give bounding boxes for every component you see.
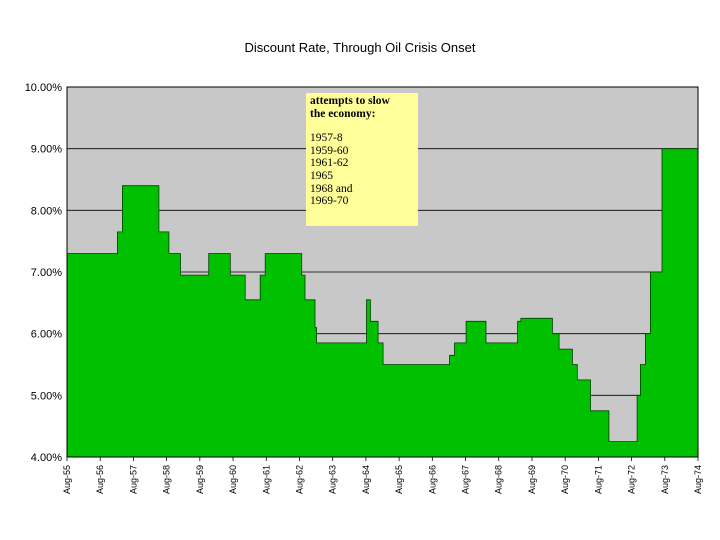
annotation-box: attempts to slow the economy: 1957-8 195… [306, 93, 418, 226]
annotation-period: 1957-8 [310, 132, 343, 145]
annotation-periods: 1957-8 1959-60 1961-62 1965 1968 and 196… [310, 132, 414, 208]
x-tick-label: Aug-71 [593, 465, 603, 494]
annotation-heading-line-2: the economy: [310, 107, 376, 120]
annotation-period: 1959-60 [310, 144, 349, 157]
x-tick-label: Aug-72 [627, 465, 637, 494]
y-tick-label: 10.00% [25, 82, 63, 94]
y-axis: 4.00% 5.00% 6.00% 7.00% 8.00% 9.00% 10.00% [25, 82, 63, 464]
x-tick-label: Aug-70 [560, 465, 570, 494]
x-tick-label: Aug-58 [162, 465, 172, 494]
discount-rate-area [66, 148, 699, 458]
annotation-period: 1961-62 [310, 157, 349, 170]
x-tick-label: Aug-65 [394, 465, 404, 494]
x-tick-label: Aug-61 [261, 465, 271, 494]
annotation-period: 1969-70 [310, 195, 349, 208]
x-tick-label: Aug-66 [427, 465, 437, 494]
annotation-heading-line-1: attempts to slow [310, 95, 390, 107]
x-tick-label: Aug-63 [328, 465, 338, 494]
x-tick-label: Aug-74 [693, 465, 703, 494]
chart-title: Discount Rate, Through Oil Crisis Onset [245, 40, 476, 55]
x-tick-label: Aug-64 [361, 465, 371, 494]
x-axis: Aug-55 Aug-56 Aug-57 Aug-58 Aug-59 Aug-60 Aug-… [62, 457, 703, 494]
x-tick-label: Aug-60 [228, 465, 238, 494]
y-tick-label: 7.00% [31, 267, 62, 279]
x-tick-label: Aug-73 [660, 465, 670, 494]
x-tick-label: Aug-55 [62, 465, 72, 494]
y-tick-label: 8.00% [31, 205, 62, 217]
y-tick-label: 9.00% [31, 144, 62, 156]
y-tick-label: 6.00% [31, 329, 62, 341]
annotation-period: 1965 [310, 169, 333, 182]
x-tick-label: Aug-57 [128, 465, 138, 494]
y-tick-label: 4.00% [31, 452, 62, 464]
x-tick-label: Aug-68 [494, 465, 504, 494]
x-tick-label: Aug-59 [195, 465, 205, 494]
y-tick-label: 5.00% [31, 390, 62, 402]
x-tick-label: Aug-62 [294, 465, 304, 494]
x-tick-label: Aug-69 [527, 465, 537, 494]
x-tick-label: Aug-56 [95, 465, 105, 494]
annotation-period: 1968 and [310, 182, 353, 195]
x-tick-label: Aug-67 [461, 465, 471, 494]
plot-border [66, 86, 699, 458]
